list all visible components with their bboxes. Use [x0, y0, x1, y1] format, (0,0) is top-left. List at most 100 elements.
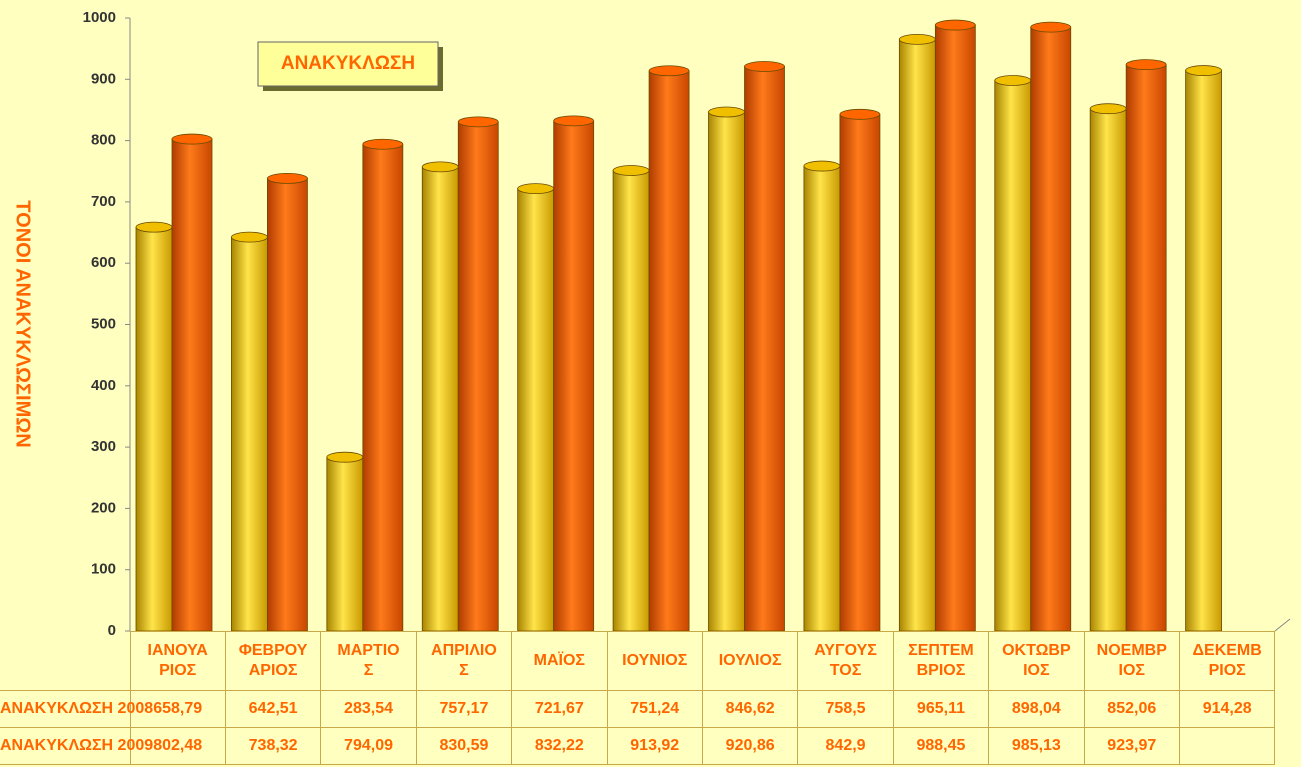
corner-cell: [0, 631, 131, 691]
y-tick-label: 400: [91, 377, 116, 394]
x-tick-label: ΝΟΕΜΒΡΙΟΣ: [1083, 631, 1180, 691]
x-tick-label: ΜΑΡΤΙΟΣ: [320, 631, 417, 691]
value-label: 642,51: [224, 690, 322, 728]
bar: [898, 33, 936, 632]
bar: [421, 161, 459, 632]
series-row: ΑΝΑΚΥΚΛΩΣΗ 2009 802,48 738,32 794,09 830,59 8…: [0, 727, 1276, 765]
bar-top: [994, 75, 1032, 86]
bar: [1125, 59, 1167, 632]
x-tick-label: ΙΟΥΝΙΟΣ: [606, 631, 703, 691]
value-label: 832,22: [511, 727, 608, 765]
bar-body: [803, 165, 841, 632]
legend-label: ΑΝΑΚΥΚΛΩΣΗ 2008: [0, 690, 153, 728]
value-label: 721,67: [511, 690, 608, 728]
value-label: 283,54: [320, 690, 417, 728]
y-tick-label: 600: [91, 254, 116, 271]
bar: [1089, 103, 1127, 632]
bar-top: [1030, 21, 1072, 33]
bar-top: [457, 116, 499, 128]
x-tick-label: ΙΑΝΟΥΑΡΙΟΣ: [129, 631, 226, 691]
bar-body: [648, 70, 690, 632]
bar-body: [839, 113, 881, 632]
bar: [994, 75, 1032, 632]
bar-body: [898, 38, 936, 632]
value-label: 758,5: [797, 690, 894, 728]
bar: [934, 19, 976, 632]
bar: [648, 65, 690, 632]
y-tick-label: 500: [91, 315, 116, 332]
category-row: ΙΑΝΟΥΑΡΙΟΣ ΦΕΒΡΟΥΑΡΙΟΣ ΜΑΡΤΙΟΣ ΑΠΡΙΛΙΟΣ ΜΑΪΟ…: [0, 631, 1276, 691]
bar-top: [1089, 103, 1127, 115]
x-tick-label: ΦΕΒΡΟΥΑΡΙΟΣ: [224, 631, 322, 691]
value-label: 985,13: [988, 727, 1085, 765]
value-label: 920,86: [701, 727, 799, 765]
value-label: 913,92: [606, 727, 703, 765]
bar: [457, 116, 499, 632]
bar-body: [744, 66, 785, 632]
bar-top: [171, 133, 213, 145]
bar: [362, 138, 404, 632]
value-label: 898,04: [988, 690, 1085, 728]
bar-top: [648, 65, 690, 77]
value-label: 988,45: [892, 727, 990, 765]
bar-top: [553, 115, 595, 127]
bar-body: [517, 188, 555, 632]
x-tick-label: ΔΕΚΕΜΒΡΙΟΣ: [1178, 631, 1276, 691]
bar-body: [612, 170, 650, 632]
bar: [171, 133, 213, 632]
series-row: ΑΝΑΚΥΚΛΩΣΗ 2008 658,79 642,51 283,54 757,17 7…: [0, 690, 1276, 728]
bar-top: [326, 451, 364, 463]
x-tick-label: ΑΥΓΟΥΣΤΟΣ: [797, 631, 894, 691]
bar-top: [135, 221, 173, 233]
value-label: 802,48: [129, 727, 226, 765]
bar-top: [708, 106, 745, 118]
value-label: 965,11: [892, 690, 990, 728]
y-tick-label: 800: [91, 132, 116, 149]
value-label: 738,32: [224, 727, 322, 765]
bar-body: [1185, 70, 1222, 632]
y-tick-label: 700: [91, 193, 116, 210]
y-tick-label: 200: [91, 499, 116, 516]
bar-body: [994, 80, 1032, 632]
bar-top: [934, 19, 976, 31]
x-tick-label: ΙΟΥΛΙΟΣ: [701, 631, 799, 691]
bar-body: [553, 120, 595, 632]
y-axis-title: ΤΟΝΟΙ ΑΝΑΚΥΚΛΩΣΙΜΩΝ: [12, 200, 34, 447]
bar-top: [612, 165, 650, 176]
floor-edge: [1274, 618, 1291, 632]
bar: [744, 61, 785, 632]
bar: [267, 173, 308, 632]
x-tick-label: ΑΠΡΙΛΙΟΣ: [415, 631, 513, 691]
y-tick-label: 1000: [83, 9, 116, 26]
x-tick-label: ΜΑΪΟΣ: [511, 631, 608, 691]
bar-top: [1125, 59, 1167, 71]
value-label: 757,17: [415, 690, 513, 728]
bar-top: [421, 161, 459, 173]
bar: [612, 165, 650, 632]
chart-title: ΑΝΑΚΥΚΛΩΣΗ: [281, 53, 415, 74]
bar-body: [708, 111, 745, 632]
bar-body: [362, 143, 404, 632]
value-label: 830,59: [415, 727, 513, 765]
bar-body: [171, 138, 213, 632]
bar-body: [267, 178, 308, 632]
y-tick-label: 300: [91, 438, 116, 455]
bar-top: [1185, 65, 1222, 76]
bar: [708, 106, 745, 632]
value-label: 914,28: [1178, 690, 1276, 728]
bar: [1185, 65, 1222, 632]
bar: [517, 183, 555, 632]
bar-top: [744, 61, 785, 72]
bar-body: [421, 166, 459, 632]
bar-body: [1030, 26, 1072, 632]
y-tick-label: 100: [91, 561, 116, 578]
bar-top: [362, 138, 404, 150]
value-label: [1178, 727, 1276, 765]
bar-body: [934, 24, 976, 632]
bar: [135, 221, 173, 632]
y-tick-label: 900: [91, 70, 116, 87]
bar: [839, 108, 881, 632]
bar-body: [231, 236, 268, 632]
bar-body: [326, 456, 364, 632]
